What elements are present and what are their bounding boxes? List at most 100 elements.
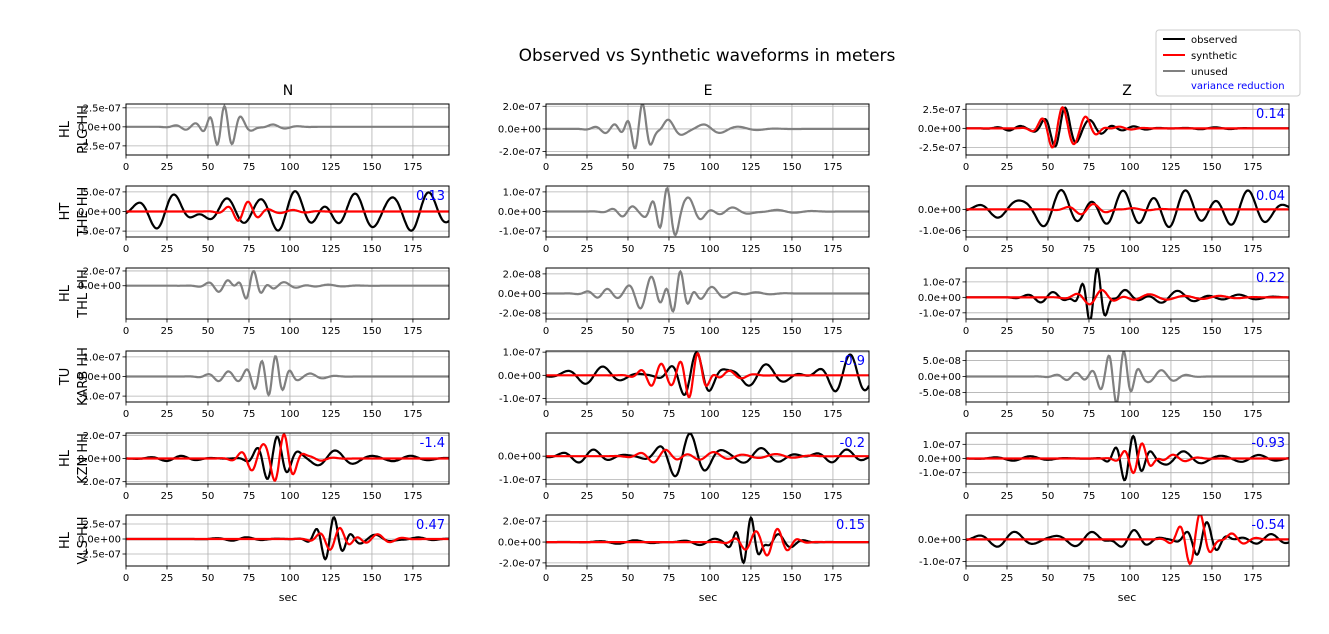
x-tick-label: 25 (581, 409, 594, 420)
station-code-label: KARB HH (76, 347, 91, 406)
x-tick-label: 125 (321, 409, 340, 420)
unused-trace (126, 104, 449, 147)
waveform-panels: 0 25 50 75 100 125 150 175 2.5e-07 0.0e+00 -2.5e-0… (78, 102, 1290, 584)
station-network-label: HL (58, 284, 73, 302)
y-tick-label: 1.0e-07 (503, 187, 541, 198)
y-tick-label: -1.0e-07 (499, 227, 541, 238)
x-tick-label: 25 (581, 244, 594, 255)
x-tick-label: 50 (622, 409, 635, 420)
x-tick-label: 150 (362, 244, 381, 255)
y-tick-label: -2.0e-07 (499, 147, 541, 158)
y-tick-label: 1.0e-07 (83, 352, 121, 363)
x-tick-label: 75 (1083, 573, 1096, 584)
x-tick-label: 25 (161, 162, 174, 173)
panel-frame (125, 514, 450, 567)
x-tick-label: 75 (243, 162, 256, 173)
x-tick-label: 100 (280, 244, 299, 255)
y-tick-label: 0.0e+00 (498, 538, 541, 549)
observed-trace (546, 351, 869, 396)
x-tick-label: 150 (782, 162, 801, 173)
unused-trace (126, 269, 449, 300)
panel-n-1: 0 25 50 75 100 125 150 175 5.0e-07 0.0e+00 -5.0e-0… (78, 185, 450, 255)
panel-e-3: 0 25 50 75 100 125 150 175 1.0e-07 0.0e+00 -1.0e-0… (498, 348, 870, 420)
panel-n-0: 0 25 50 75 100 125 150 175 2.5e-07 0.0e+00 -2.5e-0… (78, 103, 450, 173)
x-tick-label: 150 (362, 326, 381, 337)
x-tick-label: 150 (1202, 573, 1221, 584)
legend: observed synthetic unused variance reduc… (1155, 29, 1301, 97)
y-tick-label: 0.0e+00 (918, 293, 961, 304)
x-tick-label: 100 (700, 491, 719, 502)
x-tick-label: 125 (1161, 244, 1180, 255)
panel-background (546, 433, 869, 484)
x-tick-label: 25 (1001, 162, 1014, 173)
legend-observed-label: observed (1191, 35, 1237, 46)
x-tick-label: 100 (1120, 491, 1139, 502)
panel-frame (125, 267, 450, 320)
x-tick-label: 175 (1243, 491, 1262, 502)
x-tick-label: 100 (280, 409, 299, 420)
x-tick-label: 75 (663, 409, 676, 420)
x-tick-label: 100 (700, 573, 719, 584)
y-tick-label: -1.0e-07 (919, 557, 961, 568)
x-tick-label: 25 (1001, 573, 1014, 584)
y-tick-label: 0.0e+00 (498, 124, 541, 135)
synthetic-trace (126, 433, 449, 482)
synthetic-trace (966, 105, 1289, 149)
x-tick-label: 150 (782, 244, 801, 255)
x-tick-label: 125 (741, 244, 760, 255)
variance-reduction-value: -0.9 (840, 354, 865, 369)
x-tick-label: 50 (202, 573, 215, 584)
variance-reduction-value: 0.04 (1256, 189, 1285, 204)
x-tick-label: 150 (782, 573, 801, 584)
synthetic-trace (966, 202, 1289, 216)
x-tick-label: 50 (202, 162, 215, 173)
synthetic-trace (546, 527, 869, 557)
x-tick-label: 50 (1042, 409, 1055, 420)
x-tick-label: 175 (403, 573, 422, 584)
x-tick-label: 0 (123, 162, 129, 173)
y-tick-label: -1.0e-07 (919, 308, 961, 319)
x-tick-label: 0 (963, 573, 969, 584)
x-tick-label: 125 (321, 573, 340, 584)
observed-trace (126, 435, 449, 480)
x-tick-label: 0 (123, 326, 129, 337)
x-tick-label: 0 (963, 409, 969, 420)
observed-trace (126, 190, 449, 232)
x-tick-label: 75 (663, 573, 676, 584)
x-tick-label: 75 (243, 573, 256, 584)
y-tick-label: 2.0e-07 (503, 102, 541, 113)
x-tick-label: 75 (243, 326, 256, 337)
panel-frame (965, 103, 1290, 156)
x-tick-label: 175 (823, 244, 842, 255)
y-tick-label: 2.5e-07 (83, 520, 121, 531)
x-tick-label: 100 (700, 409, 719, 420)
x-tick-label: 100 (280, 573, 299, 584)
y-tick-label: -2.0e-07 (79, 477, 121, 488)
panel-background (966, 268, 1289, 319)
y-tick-label: -1.0e-07 (79, 392, 121, 403)
x-tick-label: 0 (963, 244, 969, 255)
station-code-label: THL HH (76, 269, 91, 319)
station-network-label: HL (58, 449, 73, 467)
x-tick-label: 25 (581, 326, 594, 337)
y-tick-label: 0.0e+00 (498, 371, 541, 382)
x-tick-label: 150 (1202, 244, 1221, 255)
column-title-n: N (283, 83, 293, 99)
unused-trace (546, 186, 869, 237)
x-tick-label: 75 (1083, 244, 1096, 255)
y-tick-label: 2.0e-07 (83, 431, 121, 442)
x-tick-label: 150 (362, 491, 381, 502)
x-tick-label: 50 (1042, 326, 1055, 337)
panel-z-5: 0 25 50 75 100 125 150 175 0.0e+00 -1.0e-07 -0.54 (918, 514, 1290, 584)
panel-e-4: 0 25 50 75 100 125 150 175 0.0e+00 -1.0e-07 -0.2 (498, 432, 870, 502)
x-tick-label: 0 (543, 244, 549, 255)
station-network-label: TU (58, 368, 73, 386)
station-network-label: HL (58, 531, 73, 549)
panel-frame (965, 350, 1290, 403)
y-tick-label: 0.0e+00 (78, 454, 121, 465)
x-tick-label: 50 (202, 244, 215, 255)
panel-background (126, 268, 449, 319)
unused-trace (546, 104, 869, 150)
panel-frame (545, 185, 870, 238)
panel-e-1: 0 25 50 75 100 125 150 175 1.0e-07 0.0e+00 -1.0e-0… (498, 185, 870, 255)
